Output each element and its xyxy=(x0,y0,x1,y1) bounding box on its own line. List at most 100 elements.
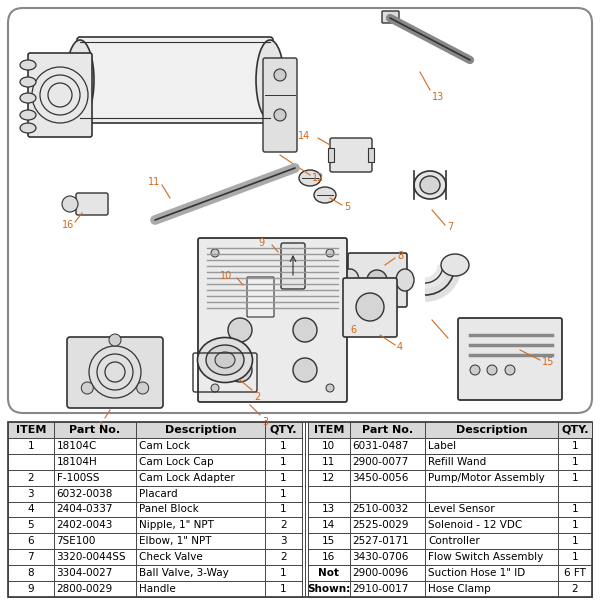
FancyBboxPatch shape xyxy=(281,243,305,289)
Text: Controller: Controller xyxy=(428,536,480,547)
Circle shape xyxy=(62,196,78,212)
Text: 2527-0171: 2527-0171 xyxy=(353,536,409,547)
Text: 5: 5 xyxy=(344,202,350,212)
Text: 6: 6 xyxy=(28,536,34,547)
Bar xyxy=(328,148,334,162)
Circle shape xyxy=(326,384,334,392)
Text: Cam Lock Cap: Cam Lock Cap xyxy=(139,457,214,467)
Text: 2525-0029: 2525-0029 xyxy=(353,520,409,530)
Text: 11: 11 xyxy=(148,177,160,187)
Text: 2402-0043: 2402-0043 xyxy=(56,520,113,530)
Text: 15: 15 xyxy=(322,536,335,547)
Text: Elbow, 1" NPT: Elbow, 1" NPT xyxy=(139,536,212,547)
Text: 3320-0044SS: 3320-0044SS xyxy=(56,552,126,562)
Text: 4: 4 xyxy=(397,342,403,352)
Text: 1: 1 xyxy=(572,520,578,530)
Ellipse shape xyxy=(420,176,440,194)
Text: 1: 1 xyxy=(280,441,287,451)
Circle shape xyxy=(137,382,149,394)
Text: 3: 3 xyxy=(28,488,34,499)
Text: 2: 2 xyxy=(254,392,260,402)
Ellipse shape xyxy=(197,337,253,383)
Text: 2: 2 xyxy=(280,552,287,562)
Circle shape xyxy=(367,270,387,290)
Bar xyxy=(8,422,302,438)
Text: 2: 2 xyxy=(572,584,578,594)
Text: 16: 16 xyxy=(322,552,335,562)
Text: Shown:: Shown: xyxy=(307,584,350,594)
FancyBboxPatch shape xyxy=(382,11,399,23)
Circle shape xyxy=(487,365,497,375)
Text: 6032-0038: 6032-0038 xyxy=(56,488,113,499)
Text: 3: 3 xyxy=(262,417,268,427)
Text: 1: 1 xyxy=(280,488,287,499)
Text: 8: 8 xyxy=(28,568,34,578)
Text: 14: 14 xyxy=(322,520,335,530)
Ellipse shape xyxy=(20,123,36,133)
Ellipse shape xyxy=(215,352,235,368)
Text: ITEM: ITEM xyxy=(314,425,344,435)
Text: Description: Description xyxy=(165,425,236,435)
Text: 1: 1 xyxy=(280,568,287,578)
Text: 1: 1 xyxy=(572,505,578,514)
Text: Handle: Handle xyxy=(139,584,176,594)
FancyBboxPatch shape xyxy=(8,8,592,413)
Text: 2: 2 xyxy=(28,473,34,482)
Text: 7: 7 xyxy=(447,222,453,232)
Circle shape xyxy=(211,249,219,257)
Text: 2900-0096: 2900-0096 xyxy=(353,568,409,578)
Text: Description: Description xyxy=(456,425,527,435)
Ellipse shape xyxy=(314,187,336,203)
Circle shape xyxy=(228,358,252,382)
Text: 16: 16 xyxy=(62,220,74,230)
Bar xyxy=(8,422,592,597)
Text: Check Valve: Check Valve xyxy=(139,552,203,562)
Text: Pump/Motor Assembly: Pump/Motor Assembly xyxy=(428,473,545,482)
Text: Label: Label xyxy=(428,441,457,451)
Text: 12: 12 xyxy=(312,173,325,183)
Ellipse shape xyxy=(20,77,36,87)
Text: Ball Valve, 3-Way: Ball Valve, 3-Way xyxy=(139,568,229,578)
Ellipse shape xyxy=(396,269,414,291)
Circle shape xyxy=(274,109,286,121)
Text: Nipple, 1" NPT: Nipple, 1" NPT xyxy=(139,520,214,530)
FancyBboxPatch shape xyxy=(77,37,273,123)
FancyBboxPatch shape xyxy=(263,58,297,152)
Text: 1: 1 xyxy=(572,441,578,451)
Text: F-100SS: F-100SS xyxy=(56,473,99,482)
Text: 1: 1 xyxy=(28,441,34,451)
Text: 18104C: 18104C xyxy=(56,441,97,451)
Ellipse shape xyxy=(20,93,36,103)
Text: Part No.: Part No. xyxy=(70,425,121,435)
Text: 1: 1 xyxy=(572,536,578,547)
Text: Solenoid - 12 VDC: Solenoid - 12 VDC xyxy=(428,520,523,530)
Text: 1: 1 xyxy=(280,584,287,594)
Text: 1: 1 xyxy=(98,421,104,431)
Text: 11: 11 xyxy=(322,457,335,467)
FancyBboxPatch shape xyxy=(343,278,397,337)
Text: Part No.: Part No. xyxy=(362,425,413,435)
Ellipse shape xyxy=(20,110,36,120)
Circle shape xyxy=(326,249,334,257)
Text: 2910-0017: 2910-0017 xyxy=(353,584,409,594)
Ellipse shape xyxy=(66,40,94,120)
FancyBboxPatch shape xyxy=(348,253,407,307)
Text: 2800-0029: 2800-0029 xyxy=(56,584,113,594)
Text: 14: 14 xyxy=(298,131,310,141)
Text: 15: 15 xyxy=(542,357,554,367)
Text: 18104H: 18104H xyxy=(56,457,97,467)
Circle shape xyxy=(211,384,219,392)
Text: 1: 1 xyxy=(280,457,287,467)
FancyBboxPatch shape xyxy=(76,193,108,215)
Text: 3450-0056: 3450-0056 xyxy=(353,473,409,482)
Text: Refill Wand: Refill Wand xyxy=(428,457,487,467)
Text: 13: 13 xyxy=(322,505,335,514)
Text: 6 FT: 6 FT xyxy=(564,568,586,578)
Text: 13: 13 xyxy=(432,92,444,102)
Text: ITEM: ITEM xyxy=(16,425,46,435)
Text: Flow Switch Assembly: Flow Switch Assembly xyxy=(428,552,544,562)
Text: 3304-0027: 3304-0027 xyxy=(56,568,113,578)
Text: Hose Clamp: Hose Clamp xyxy=(428,584,491,594)
Ellipse shape xyxy=(299,170,321,186)
FancyBboxPatch shape xyxy=(28,53,92,137)
